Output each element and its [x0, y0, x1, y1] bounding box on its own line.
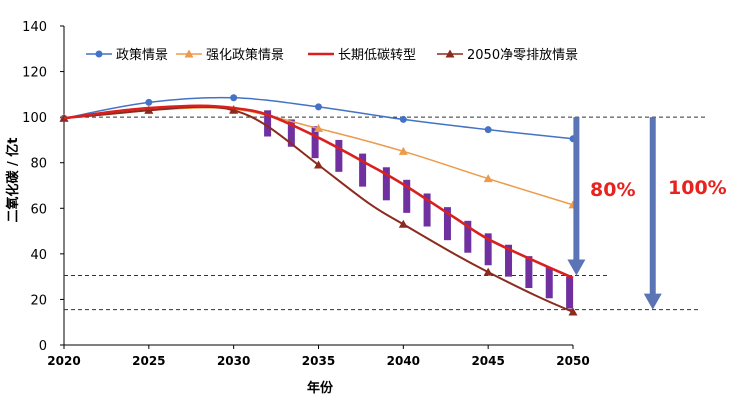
hatch-bar: [423, 193, 431, 227]
y-tick-label: 140: [22, 20, 47, 35]
series-point: [229, 105, 239, 114]
hatch-bar: [264, 110, 272, 137]
x-tick-label: 2050: [556, 354, 589, 368]
series-point: [483, 174, 493, 183]
hatch-bar: [335, 139, 343, 172]
hatch-bar: [464, 220, 472, 253]
hatch-bar: [505, 244, 513, 277]
reduction-arrow-head: [643, 293, 662, 310]
y-tick-label: 60: [30, 202, 47, 217]
hatch-bar: [525, 256, 533, 289]
legend-label: 强化政策情景: [206, 47, 284, 63]
series-point: [314, 160, 323, 169]
series-point: [315, 103, 322, 111]
legend-swatch-marker: [95, 50, 103, 58]
legend-label: 2050净零排放情景: [467, 48, 578, 63]
legend-swatch-marker: [445, 49, 455, 58]
series-point: [483, 267, 493, 276]
x-axis-title: 年份: [307, 380, 334, 396]
series-point: [568, 307, 578, 316]
series-point: [399, 115, 407, 123]
series-point: [145, 98, 153, 106]
hatch-bar: [382, 167, 390, 201]
series-point: [230, 94, 238, 102]
y-tick-label: 100: [22, 111, 47, 126]
x-tick-label: 2020: [47, 354, 80, 368]
hatch-bar: [287, 119, 295, 147]
series-point: [398, 219, 408, 228]
legend-swatch-marker: [184, 49, 194, 58]
x-tick-label: 2040: [387, 354, 420, 368]
series-group: [59, 94, 578, 316]
series-point: [314, 124, 323, 133]
legend-label: 长期低碳转型: [338, 48, 416, 63]
reduction-label: 100%: [668, 177, 727, 199]
hatch-bar: [359, 153, 367, 187]
x-tick-label: 2030: [217, 354, 250, 368]
series-point: [484, 126, 492, 134]
hatch-bar: [545, 267, 553, 299]
hatch-bar: [484, 233, 492, 266]
x-tick-label: 2025: [132, 354, 165, 368]
reduction-label: 80%: [590, 179, 635, 201]
hatch-bar: [403, 179, 411, 213]
legend-label: 政策情景: [116, 47, 168, 63]
hatch-bars-group: [264, 110, 574, 309]
reduction-arrow-head: [567, 259, 586, 276]
hatch-bar: [443, 207, 451, 241]
y-tick-label: 80: [30, 157, 47, 172]
y-axis-title: 二氧化碳 / 亿t: [5, 137, 21, 222]
series-point: [144, 105, 154, 114]
x-tick-label: 2035: [302, 354, 335, 368]
hatch-bar: [566, 276, 574, 309]
y-tick-label: 0: [39, 339, 47, 354]
y-tick-label: 40: [30, 248, 47, 263]
annotation-group: 80% 100%: [567, 117, 727, 310]
series-line: [63, 104, 574, 279]
hatch-bar: [311, 126, 319, 159]
legend: 政策情景 强化政策情景 长期低碳转型 2050净零排放情景: [86, 47, 578, 63]
y-tick-label: 20: [30, 293, 47, 308]
y-tick-label: 120: [22, 66, 47, 81]
x-tick-label: 2045: [471, 354, 504, 368]
series-point: [398, 146, 408, 155]
